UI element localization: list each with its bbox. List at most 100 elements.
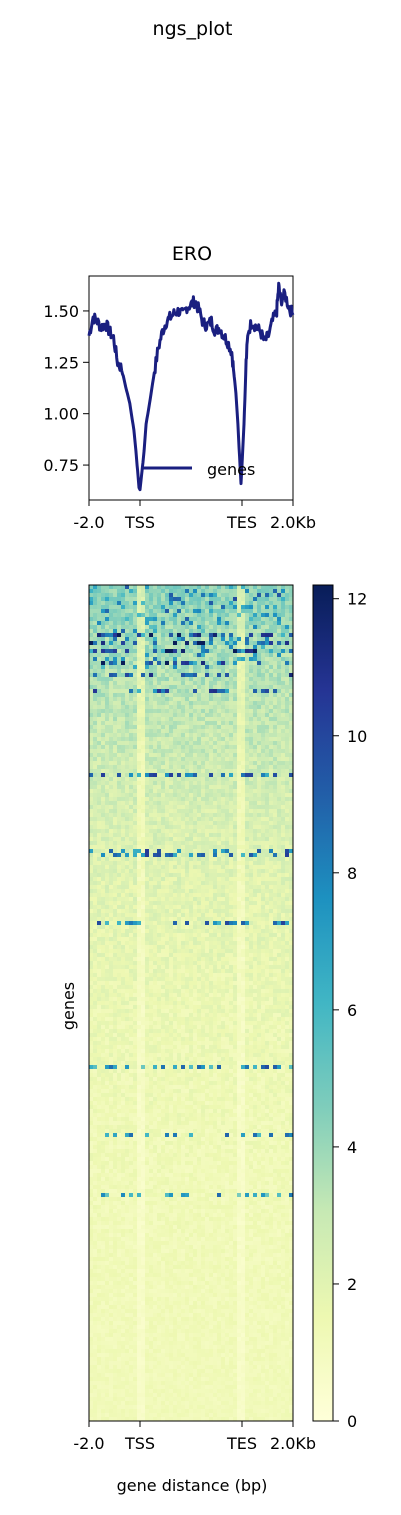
heatmap-cell <box>105 821 109 825</box>
heatmap-cell <box>181 661 185 665</box>
heatmap-cell <box>205 881 209 885</box>
heatmap-cell <box>197 701 201 705</box>
heatmap-cell <box>241 941 245 945</box>
heatmap-cell <box>117 613 121 617</box>
heatmap-cell <box>133 905 137 909</box>
heatmap-cell <box>277 661 281 665</box>
heatmap-cell <box>233 849 237 853</box>
heatmap-cell <box>189 593 193 597</box>
heatmap-cell <box>137 945 141 949</box>
heatmap-cell <box>241 913 245 917</box>
heatmap-cell <box>101 909 105 913</box>
heatmap-cell <box>285 765 289 769</box>
heatmap-cell <box>237 721 241 725</box>
heatmap-cell <box>249 629 253 633</box>
heatmap-cell <box>205 813 209 817</box>
heatmap-cell <box>233 665 237 669</box>
heatmap-cell <box>201 845 205 849</box>
heatmap-cell <box>193 845 197 849</box>
heatmap-cell <box>225 765 229 769</box>
heatmap-cell <box>177 821 181 825</box>
heatmap-cell <box>157 769 161 773</box>
heatmap-cell <box>197 637 201 641</box>
heatmap-cell <box>217 629 221 633</box>
heatmap-cell <box>229 665 233 669</box>
heatmap-cell <box>133 685 137 689</box>
heatmap-cell <box>261 917 265 921</box>
heatmap-cell <box>153 769 157 773</box>
heatmap-cell <box>237 593 241 597</box>
heatmap-cell <box>177 769 181 773</box>
heatmap-cell <box>205 945 209 949</box>
heatmap-cell <box>177 677 181 681</box>
heatmap-cell <box>101 893 105 897</box>
heatmap-cell <box>233 861 237 865</box>
heatmap-cell <box>165 693 169 697</box>
heatmap-cell <box>285 737 289 741</box>
heatmap-cell <box>101 953 105 957</box>
heatmap-cell <box>273 789 277 793</box>
heatmap-cell <box>141 917 145 921</box>
heatmap-cell <box>241 709 245 713</box>
heatmap-cell <box>173 789 177 793</box>
heatmap-cell <box>165 817 169 821</box>
heatmap-cell <box>265 721 269 725</box>
heatmap-cell <box>245 841 249 845</box>
heatmap-cell <box>93 729 97 733</box>
heatmap-cell <box>97 781 101 785</box>
heatmap-cell <box>181 829 185 833</box>
heatmap-cell <box>145 665 149 669</box>
heatmap-cell <box>281 717 285 721</box>
heatmap-cell <box>281 657 285 661</box>
heatmap-cell <box>109 953 113 957</box>
heatmap-cell <box>121 817 125 821</box>
heatmap-cell <box>249 841 253 845</box>
heatmap-cell <box>185 821 189 825</box>
heatmap-cell <box>173 661 177 665</box>
heatmap-cell <box>277 853 281 857</box>
heatmap-cell <box>205 733 209 737</box>
heatmap-cell <box>125 845 129 849</box>
heatmap-cell <box>205 765 209 769</box>
heatmap-cell <box>145 609 149 613</box>
heatmap-cell <box>241 685 245 689</box>
heatmap-cell <box>125 909 129 913</box>
heatmap-cell <box>265 869 269 873</box>
heatmap-cell <box>269 945 273 949</box>
heatmap-cell <box>253 689 257 693</box>
heatmap-cell <box>109 889 113 893</box>
heatmap-cell <box>273 697 277 701</box>
heatmap-cell <box>245 885 249 889</box>
heatmap-cell <box>181 625 185 629</box>
heatmap-cell <box>277 929 281 933</box>
heatmap-cell <box>93 789 97 793</box>
heatmap-cell <box>113 597 117 601</box>
heatmap-cell <box>189 769 193 773</box>
heatmap-cell <box>113 941 117 945</box>
heatmap-cell <box>125 829 129 833</box>
heatmap-cell <box>269 713 273 717</box>
heatmap-cell <box>185 681 189 685</box>
heatmap-cell <box>225 673 229 677</box>
heatmap-cell <box>237 665 241 669</box>
heatmap-cell <box>173 717 177 721</box>
heatmap-cell <box>257 949 261 953</box>
heatmap-cell <box>117 837 121 841</box>
heatmap-cell <box>225 801 229 805</box>
heatmap-cell <box>93 965 97 969</box>
heatmap-cell <box>89 917 93 921</box>
heatmap-cell <box>105 693 109 697</box>
heatmap-cell <box>137 681 141 685</box>
heatmap-cell <box>237 809 241 813</box>
heatmap-cell <box>269 649 273 653</box>
heatmap-cell <box>273 929 277 933</box>
heatmap-cell <box>273 905 277 909</box>
heatmap-cell <box>281 621 285 625</box>
heatmap-cell <box>193 849 197 853</box>
heatmap-cell <box>205 853 209 857</box>
heatmap-cell <box>189 613 193 617</box>
heatmap-cell <box>89 849 93 853</box>
heatmap-cell <box>197 901 201 905</box>
heatmap-cell <box>197 925 201 929</box>
heatmap-cell <box>97 881 101 885</box>
